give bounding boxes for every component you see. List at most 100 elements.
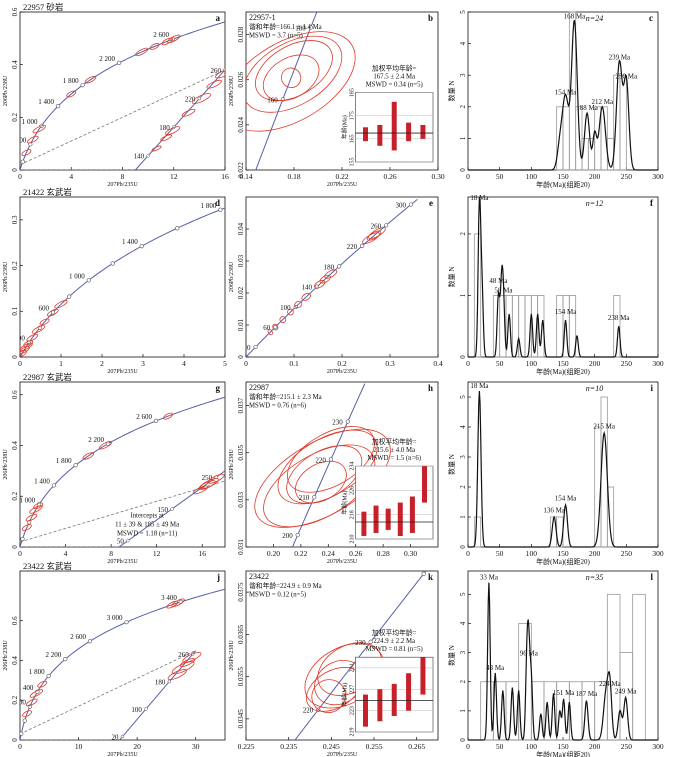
- analysis-ellipse: [255, 40, 333, 102]
- x-tick-label: 5: [223, 359, 227, 368]
- age-marker: [336, 264, 342, 269]
- y-tick-label: 0.033: [237, 491, 245, 507]
- plot-area: 600 1 000 1 400 1 800 2 200 2 600 3 000 3 400 20…: [18, 588, 225, 740]
- sample-title: 23422 玄武岩: [23, 561, 72, 571]
- analysis-ellipse: [98, 441, 113, 450]
- analysis-ellipse: [366, 230, 382, 241]
- peak-label: 239 Ma: [609, 54, 631, 62]
- age-label: 3 000: [107, 614, 123, 622]
- sample-title: 22987: [249, 383, 269, 392]
- intercept-note: Intercepts at: [130, 512, 164, 519]
- panel-letter: f: [650, 198, 654, 208]
- weighted-mean-note: 224.9 ± 2.2 Ma: [373, 638, 415, 645]
- x-tick-label: 100: [526, 549, 538, 558]
- x-tick-label: 0: [466, 549, 470, 558]
- inset-tick-label: 234: [349, 462, 355, 471]
- age-label: 1 400: [18, 684, 34, 692]
- x-tick-label: 4: [182, 359, 186, 368]
- x-tick-label: 1: [59, 359, 63, 368]
- peak-label: 154 Ma: [555, 308, 577, 316]
- analysis-ellipse: [31, 325, 46, 334]
- peak-label: 224 Ma: [599, 680, 621, 688]
- zoom-ellipse: [171, 661, 195, 675]
- x-tick-label: 16: [221, 172, 229, 181]
- x-tick-label: 0.2: [337, 359, 347, 368]
- x-tick-label: 200: [589, 359, 601, 368]
- age-label: 200: [282, 532, 293, 540]
- y-tick-label: 0.02: [237, 286, 245, 299]
- y-axis-label: 206Pb/238U: [3, 75, 9, 106]
- zoom-ellipse: [160, 134, 173, 142]
- x-tick-label: 0.18: [287, 172, 300, 181]
- weighted-mean-note: MSWD = 1.5 (n=6): [367, 455, 421, 462]
- zoom-age-label: 260: [178, 651, 189, 659]
- age-label: 2 600: [70, 633, 86, 641]
- age-label: 2 600: [136, 413, 152, 421]
- x-tick-label: 250: [621, 172, 633, 181]
- panel-e: 0 0.1 0.2 0.3 0.4 0 0.01 0.02 0.03 0.04 e 206Pb/238…: [229, 196, 443, 375]
- y-axis-label: 数量 N: [447, 267, 456, 288]
- y-tick-label: 0: [11, 738, 19, 742]
- y-tick-label: 3: [459, 73, 467, 77]
- peak-label: 238 Ma: [608, 314, 630, 322]
- y-axis-label: 数量 N: [447, 81, 456, 102]
- x-tick-label: 0.14: [239, 172, 252, 181]
- peak-label: 168 Ma: [564, 12, 586, 20]
- zoom-age-label: 140: [134, 153, 145, 161]
- analysis-ellipse: [37, 680, 48, 688]
- zoom-age-label: 180: [155, 679, 166, 687]
- histogram-bar: [473, 516, 482, 548]
- age-marker: [218, 207, 223, 212]
- x-tick-label: 0: [466, 359, 470, 368]
- peak-label: 249 Ma: [615, 687, 637, 695]
- age-label: 1 400: [34, 477, 50, 485]
- y-tick-label: 2: [459, 485, 467, 489]
- analysis-ellipse: [161, 37, 174, 46]
- x-tick-label: 200: [589, 742, 601, 751]
- zoom-age-label: 180: [159, 124, 170, 132]
- age-marker: [383, 223, 389, 228]
- y-tick-label: 1: [459, 709, 467, 713]
- age-label: 220: [347, 243, 358, 251]
- peak-label: 250 Ma: [616, 73, 638, 81]
- age-error-bar: [385, 508, 391, 530]
- age-marker: [86, 278, 91, 283]
- histogram-bar: [619, 652, 634, 741]
- plot-frame: [19, 381, 226, 548]
- y-tick-label: 0.3: [11, 215, 19, 224]
- y-tick-label: 5: [459, 592, 467, 596]
- x-tick-label: 10: [75, 742, 83, 751]
- x-tick-label: 250: [621, 742, 633, 751]
- x-tick-label: 250: [621, 359, 633, 368]
- zoom-ellipse: [206, 79, 222, 89]
- analysis-ellipse: [66, 90, 77, 98]
- y-tick-label: 3: [459, 455, 467, 459]
- y-tick-label: 0.037: [237, 397, 245, 413]
- discordia-line: [20, 650, 196, 735]
- concordia-age-note: MSWD = 0.76 (n=6): [249, 403, 306, 410]
- age-marker: [421, 571, 426, 576]
- age-label: 1 000: [69, 272, 85, 280]
- x-tick-label: 0: [466, 172, 470, 181]
- y-tick-label: 1: [459, 515, 467, 519]
- x-tick-label: 16: [198, 549, 206, 558]
- zoom-age-label: 100: [131, 706, 142, 714]
- age-marker: [408, 202, 414, 207]
- inset-tick-label: 231: [349, 663, 355, 672]
- x-axis-label: 年龄(Ma)(组距20): [536, 180, 590, 189]
- age-marker: [312, 495, 317, 500]
- x-tick-label: 50: [496, 172, 504, 181]
- weighted-mean-note: MSWD = 0.34 (n=5): [366, 82, 423, 89]
- age-marker: [295, 532, 300, 538]
- y-axis-label: 206Pb/238U: [229, 640, 235, 671]
- y-axis-label: 206Pb/238U: [3, 261, 9, 292]
- panel-letter: a: [216, 13, 221, 23]
- age-marker: [253, 344, 258, 350]
- age-label: 220: [303, 707, 314, 715]
- age-label: 2 200: [46, 651, 62, 659]
- peak-label: 43 Ma: [486, 664, 505, 672]
- sample-count: n=35: [586, 573, 603, 582]
- x-tick-label: 0.22: [335, 172, 348, 181]
- x-tick-label: 0.245: [323, 742, 340, 751]
- y-tick-label: 0.2: [11, 261, 19, 270]
